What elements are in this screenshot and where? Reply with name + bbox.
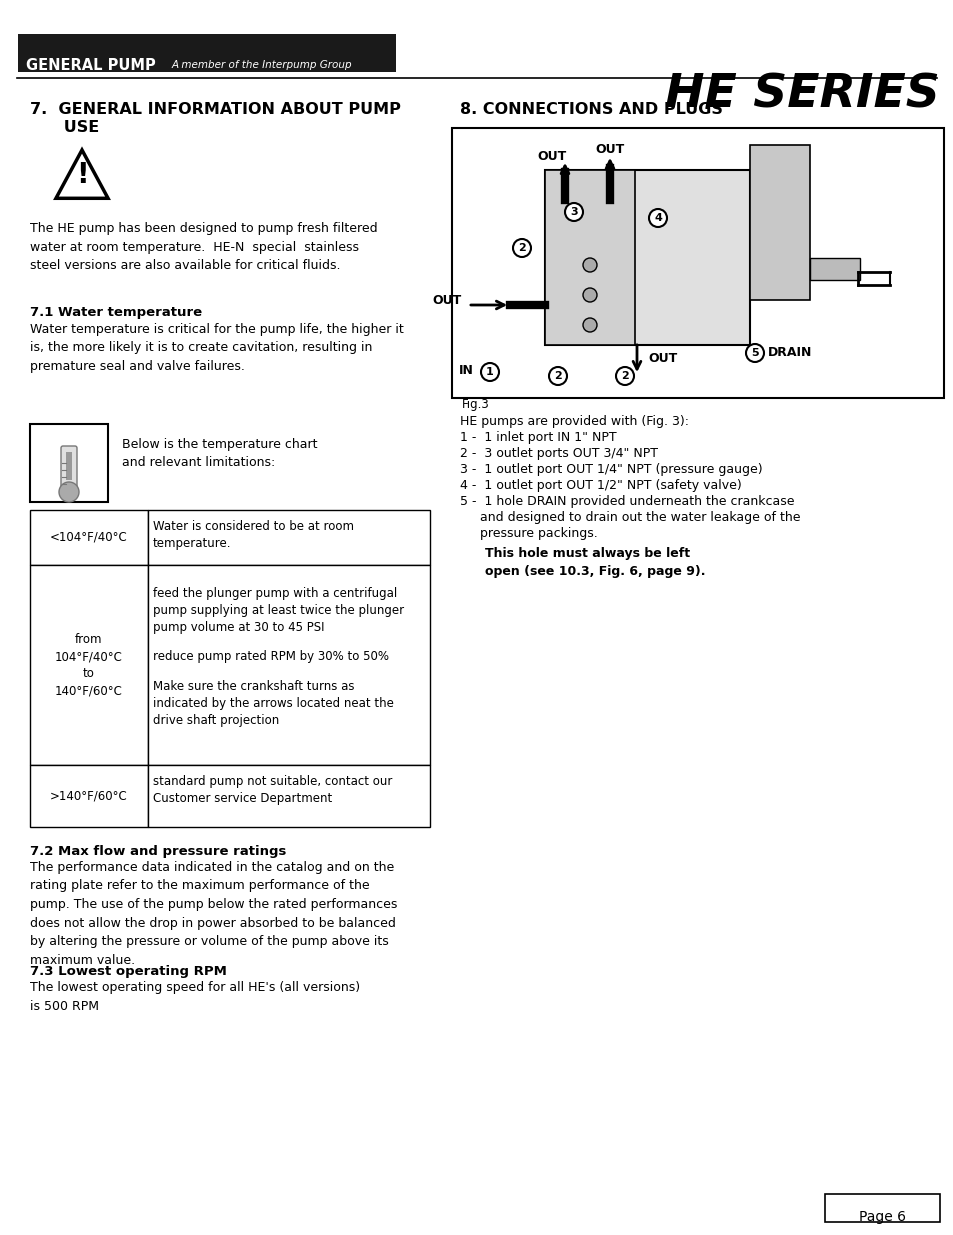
Text: 7.1 Water temperature: 7.1 Water temperature: [30, 306, 202, 319]
Bar: [148, 510, 430, 564]
Text: 7.  GENERAL INFORMATION ABOUT PUMP: 7. GENERAL INFORMATION ABOUT PUMP: [30, 103, 400, 117]
Text: Page 6: Page 6: [859, 1210, 905, 1224]
Bar: [544, 170, 635, 345]
Text: The HE pump has been designed to pump fresh filtered
water at room temperature. : The HE pump has been designed to pump fr…: [30, 222, 377, 272]
FancyBboxPatch shape: [61, 446, 77, 492]
Circle shape: [59, 482, 79, 501]
Text: 1: 1: [486, 367, 494, 377]
Text: from
104°F/40°C
to
140°F/60°C: from 104°F/40°C to 140°F/60°C: [55, 634, 123, 697]
Text: Water is considered to be at room
temperature.: Water is considered to be at room temper…: [152, 520, 354, 550]
Text: OUT: OUT: [595, 143, 624, 156]
Circle shape: [582, 317, 597, 332]
Bar: [148, 564, 430, 764]
Bar: [30, 424, 108, 501]
Text: HE SERIES: HE SERIES: [664, 72, 939, 117]
Circle shape: [582, 258, 597, 272]
Text: GENERAL PUMP: GENERAL PUMP: [26, 58, 155, 73]
Text: Fig.3: Fig.3: [461, 398, 489, 411]
Text: and designed to drain out the water leakage of the: and designed to drain out the water leak…: [459, 511, 800, 524]
Text: Below is the temperature chart
and relevant limitations:: Below is the temperature chart and relev…: [122, 438, 317, 469]
Text: standard pump not suitable, contact our
Customer service Department: standard pump not suitable, contact our …: [152, 776, 392, 805]
Circle shape: [648, 209, 666, 227]
Circle shape: [513, 240, 531, 257]
Text: !: !: [75, 162, 89, 189]
Text: The performance data indicated in the catalog and on the
rating plate refer to t: The performance data indicated in the ca…: [30, 861, 397, 967]
Circle shape: [564, 203, 582, 221]
Bar: [30, 764, 148, 827]
Text: HE pumps are provided with (Fig. 3):: HE pumps are provided with (Fig. 3):: [459, 415, 688, 429]
Text: OUT: OUT: [433, 294, 461, 306]
Text: IN: IN: [458, 363, 473, 377]
Text: The lowest operating speed for all HE's (all versions)
is 500 RPM: The lowest operating speed for all HE's …: [30, 981, 359, 1013]
Bar: [544, 170, 749, 345]
Circle shape: [616, 367, 634, 385]
Bar: [148, 764, 430, 827]
Circle shape: [745, 345, 763, 362]
Text: 4 -  1 outlet port OUT 1/2" NPT (safety valve): 4 - 1 outlet port OUT 1/2" NPT (safety v…: [459, 479, 741, 492]
Text: OUT: OUT: [537, 149, 566, 163]
Bar: [30, 510, 148, 564]
Text: USE: USE: [30, 120, 99, 135]
Text: 5 -  1 hole DRAIN provided underneath the crankcase: 5 - 1 hole DRAIN provided underneath the…: [459, 495, 794, 508]
Text: pressure packings.: pressure packings.: [459, 527, 598, 540]
Text: Make sure the crankshaft turns as
indicated by the arrows located neat the
drive: Make sure the crankshaft turns as indica…: [152, 680, 394, 727]
Text: 1 -  1 inlet port IN 1" NPT: 1 - 1 inlet port IN 1" NPT: [459, 431, 616, 445]
Text: 3 -  1 outlet port OUT 1/4" NPT (pressure gauge): 3 - 1 outlet port OUT 1/4" NPT (pressure…: [459, 463, 761, 475]
Bar: [18, 35, 395, 72]
Circle shape: [480, 363, 498, 382]
Text: 2: 2: [554, 370, 561, 382]
Text: DRAIN: DRAIN: [767, 347, 812, 359]
Text: A member of the Interpump Group: A member of the Interpump Group: [172, 61, 353, 70]
Bar: [452, 128, 943, 398]
Circle shape: [548, 367, 566, 385]
Text: 5: 5: [750, 348, 758, 358]
Text: feed the plunger pump with a centrifugal
pump supplying at least twice the plung: feed the plunger pump with a centrifugal…: [152, 587, 404, 634]
Text: 2: 2: [517, 243, 525, 253]
Circle shape: [582, 288, 597, 303]
Bar: [749, 144, 809, 300]
Text: reduce pump rated RPM by 30% to 50%: reduce pump rated RPM by 30% to 50%: [152, 650, 389, 663]
Text: This hole must always be left
open (see 10.3, Fig. 6, page 9).: This hole must always be left open (see …: [484, 547, 705, 578]
Bar: [66, 452, 71, 480]
Bar: [30, 564, 148, 764]
Text: 3: 3: [570, 207, 578, 217]
Text: Water temperature is critical for the pump life, the higher it
is, the more like: Water temperature is critical for the pu…: [30, 324, 403, 373]
Text: >140°F/60°C: >140°F/60°C: [51, 789, 128, 803]
Text: 7.2 Max flow and pressure ratings: 7.2 Max flow and pressure ratings: [30, 845, 286, 858]
Text: 7.3 Lowest operating RPM: 7.3 Lowest operating RPM: [30, 965, 227, 978]
Bar: [824, 1194, 939, 1221]
Text: 2 -  3 outlet ports OUT 3/4" NPT: 2 - 3 outlet ports OUT 3/4" NPT: [459, 447, 658, 459]
Text: 4: 4: [654, 212, 661, 224]
Bar: [809, 258, 859, 280]
Text: 2: 2: [620, 370, 628, 382]
Text: OUT: OUT: [647, 352, 677, 364]
Text: 8. CONNECTIONS AND PLUGS: 8. CONNECTIONS AND PLUGS: [459, 103, 722, 117]
Text: <104°F/40°C: <104°F/40°C: [51, 531, 128, 543]
